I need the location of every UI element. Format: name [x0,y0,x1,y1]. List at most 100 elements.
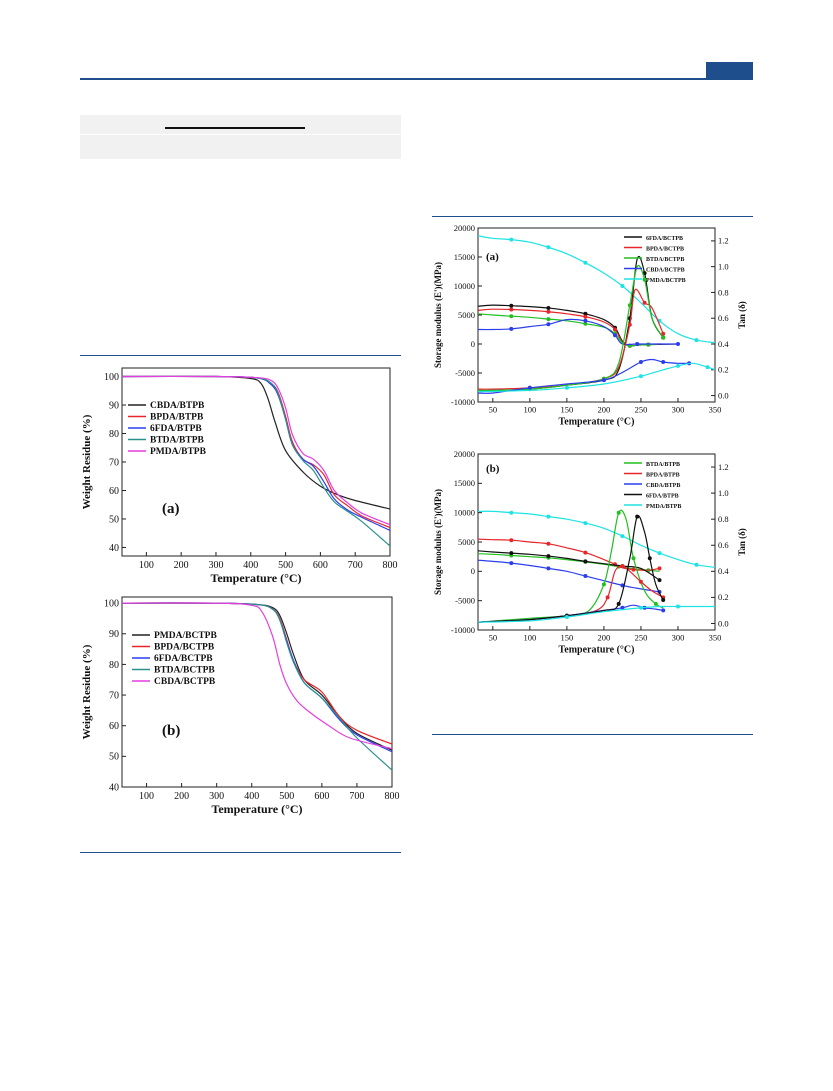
legend: BTDA/BTPB BPDA/BTPB CBDA/BTPB 6FDA/BTPB PMDA… [624,462,681,510]
figure-bottom-rule-right [432,734,753,735]
series-point [583,559,588,564]
series-point [635,514,640,519]
figure-top-rule-right [432,216,753,217]
y2-tick-label: 0.4 [718,566,729,576]
x-tick-label: 50 [489,405,498,415]
series-point [527,385,532,390]
series-point [661,331,666,336]
x-tick-label: 50 [489,633,498,643]
x-tick-label: 100 [523,405,536,415]
x-tick-label: 200 [598,405,611,415]
series-point [583,314,588,319]
legend: 6FDA/BCTPB BPDA/BCTPB BTDA/BCTPB CBDA/BCTPB… [624,236,686,284]
y-axis-title: Weight Residue (%) [81,414,93,509]
y-tick-label: 15000 [454,478,475,488]
legend-entry: BPDA/BCTPB [646,247,684,253]
series-point [546,541,551,546]
y-tick-label: 70 [109,457,119,468]
y2-tick-label: 1.0 [718,262,729,272]
y-tick-label: -5000 [455,368,475,378]
y-tick-label: 0 [471,339,475,349]
panel-label: (b) [162,723,180,739]
series-point [657,578,662,583]
series-point [583,321,588,326]
series-line [122,602,392,771]
legend-entry: 6FDA/BCTPB [646,236,683,242]
y2-tick-label: 0.4 [718,339,729,349]
series-point [620,564,625,569]
x-tick-label: 200 [174,560,189,571]
legend-entry: BTDA/BCTPB [646,257,684,263]
series-line [478,565,664,623]
series-point [564,385,569,390]
y-tick-label: 5000 [458,310,475,320]
y2-tick-label: 0.2 [718,365,729,375]
series-point [509,307,514,312]
series-point [601,582,606,587]
y2-tick-label: 0.8 [718,287,729,297]
y-tick-label: 100 [104,598,119,609]
header-tab [706,62,753,78]
legend-entry: PMDA/BTPB [646,504,681,510]
series-point [631,556,636,561]
series-point [620,284,625,288]
series-point [583,260,588,265]
series-point [657,551,662,556]
series-line [478,358,690,394]
series-point [661,608,666,613]
legend-entry: BTDA/BCTPB [154,666,215,676]
legend-entry: PMDA/BCTPB [154,631,217,641]
series-line [478,362,715,393]
series-line [122,602,392,750]
figure-top-rule-left [80,355,401,356]
series-line [478,304,679,347]
series-point [638,374,643,379]
series-point [638,579,643,584]
series-line [478,318,678,346]
chart-tga_a: 100 200 300 400 500 600 700 800 40 50 60 70 80 90 100 T… [81,367,398,585]
series-point [661,335,666,340]
series-point [642,300,647,305]
legend-entry: CBDA/BCTPB [646,268,685,274]
plot-frame [121,596,393,788]
series-point [642,277,647,282]
table-column-rule [165,127,305,129]
series-line [478,288,664,390]
y-axis-title: Storage modulus (E')(MPa) [433,262,443,368]
series-point [694,562,699,567]
series-point [509,510,514,515]
series-line [478,308,660,347]
y2-tick-label: 0.0 [718,618,729,628]
plot-frame [477,227,716,403]
series-point [676,342,680,346]
legend-entry: 6FDA/BTPB [646,494,679,500]
series-line [122,375,390,526]
series-point [509,326,514,331]
series-point [605,595,610,600]
y-tick-label: 60 [109,721,119,732]
series-line [478,515,664,623]
y2-axis-title: Tan (δ) [737,301,747,329]
y-tick-label: 40 [109,543,119,554]
x-tick-label: 300 [209,791,224,802]
y-tick-label: 50 [109,514,119,525]
series-point [627,322,632,327]
y2-tick-label: 0.8 [718,514,729,524]
series-point [546,245,551,250]
panel-label: (a) [162,501,180,517]
series-point [631,567,636,572]
series-point [546,514,551,519]
series-point [635,342,640,346]
series-point [620,534,625,539]
series-point [657,566,662,571]
x-tick-label: 150 [561,405,574,415]
plot-frame [477,453,716,631]
series-point [546,309,551,314]
legend-entry: 6FDA/BCTPB [154,654,213,664]
table-fragment [80,115,401,159]
y-tick-label: 10000 [454,281,475,291]
series-point [509,551,514,556]
legend-entry: 6FDA/BTPB [150,424,202,434]
y-tick-label: 0 [471,566,475,576]
series-point [705,365,710,370]
